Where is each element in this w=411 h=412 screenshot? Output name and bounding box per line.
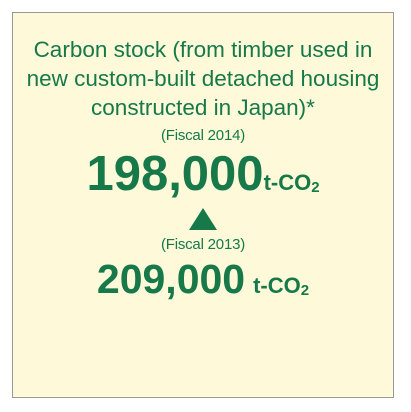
value: 209,000 [96, 256, 246, 302]
info-card: Carbon stock (from timber used in new cu… [12, 12, 394, 398]
period-label: (Fiscal 2014) [160, 127, 246, 144]
unit: t-CO2 [253, 273, 310, 299]
current-value: 198,000t-CO2 [86, 150, 319, 199]
down-arrow-icon [189, 208, 217, 230]
period-label: (Fiscal 2013) [160, 236, 246, 253]
value: 198,000 [86, 147, 264, 201]
card-title: Carbon stock (from timber used in new cu… [26, 37, 380, 120]
unit-text: t-CO [263, 170, 312, 195]
unit-subscript: 2 [300, 282, 310, 299]
unit: t-CO2 [263, 170, 320, 196]
previous-value: 209,000 t-CO2 [97, 259, 309, 300]
unit-subscript: 2 [311, 179, 320, 196]
triangle [189, 208, 217, 230]
unit-text: t-CO [253, 273, 301, 298]
